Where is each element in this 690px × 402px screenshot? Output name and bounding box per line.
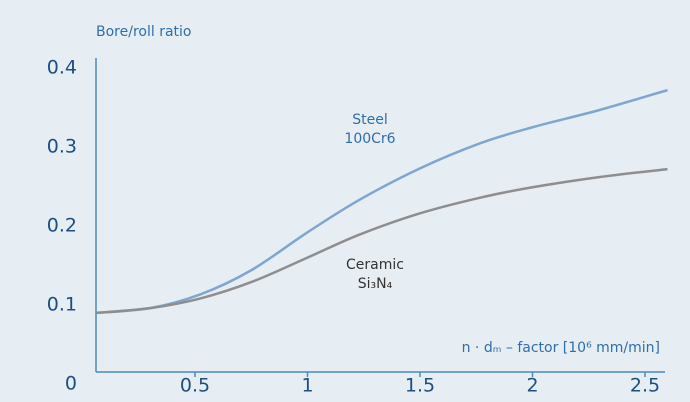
x-tick-label: 0.5 [180, 375, 210, 397]
y-tick-label: 0 [65, 373, 77, 395]
series-label: Steel [352, 112, 388, 128]
series-label: 100Cr6 [344, 131, 395, 147]
x-tick-label: 2.5 [630, 375, 660, 397]
series-label: Si₃N₄ [358, 276, 393, 292]
x-tick-label: 2 [526, 375, 538, 397]
x-tick-label: 1 [301, 375, 313, 397]
y-tick-label: 0.4 [47, 57, 77, 79]
series-line [95, 167, 668, 315]
x-tick-label: 1.5 [405, 375, 435, 397]
x-axis-label: n · dₘ – factor [10⁶ mm/min] [462, 340, 660, 356]
series-label: Ceramic [346, 257, 404, 273]
y-tick-label: 0.3 [47, 136, 77, 158]
series-line [95, 88, 668, 315]
y-tick-label: 0.2 [47, 215, 77, 237]
y-axis-label: Bore/roll ratio [96, 24, 191, 40]
y-tick-label: 0.1 [47, 294, 77, 316]
